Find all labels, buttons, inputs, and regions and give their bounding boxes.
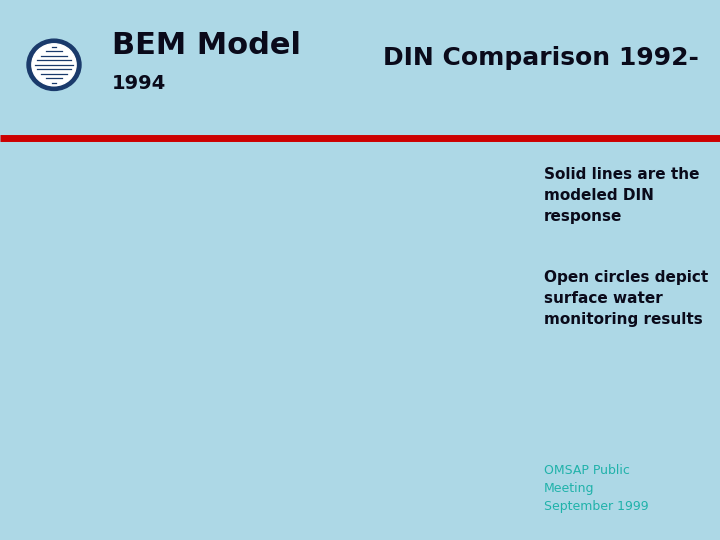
Text: OMSAP Public
Meeting
September 1999: OMSAP Public Meeting September 1999 <box>544 464 648 513</box>
Text: Solid lines are the
modeled DIN
response: Solid lines are the modeled DIN response <box>544 167 699 225</box>
Text: Open circles depict
surface water
monitoring results: Open circles depict surface water monito… <box>544 270 708 327</box>
Ellipse shape <box>32 44 76 86</box>
Text: BEM Model: BEM Model <box>112 31 301 60</box>
Text: DIN Comparison 1992-: DIN Comparison 1992- <box>382 46 698 70</box>
Text: 1994: 1994 <box>112 74 166 93</box>
Ellipse shape <box>27 39 81 91</box>
